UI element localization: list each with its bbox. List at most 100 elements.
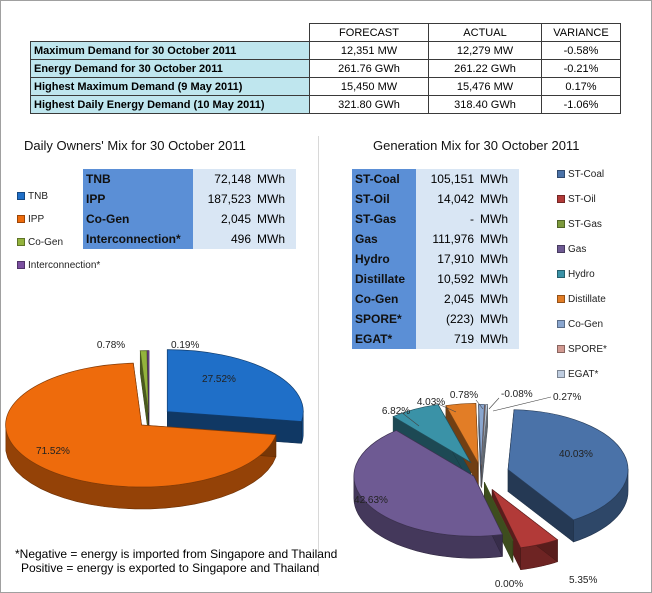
legend-item-ipp: IPP [17,214,44,225]
pie-slice-distillate [445,402,479,464]
generation-mix-row: ST-Gas - MWh [352,209,519,229]
panel-divider [318,136,319,576]
pie-data-label-st-coal: 40.03% [559,449,593,460]
pie-slice-egat [481,404,489,465]
generation-mix-value: 111,976 [416,229,477,249]
owners-mix-value: 72,148 [193,169,254,189]
summary-row-label: Highest Daily Energy Demand (10 May 2011… [30,95,310,114]
owners-mix-unit: MWh [254,189,296,209]
pie-data-label-gas: 42.63% [354,495,388,506]
generation-mix-name: ST-Oil [352,189,416,209]
legend-item-co-gen: Co-Gen [557,319,603,330]
summary-actual: 261.22 GWh [428,59,542,78]
summary-forecast: 321.80 GWh [309,95,429,114]
legend-label: Co-Gen [28,237,64,248]
legend-item-st-oil: ST-Oil [557,194,596,205]
owners-mix-value: 187,523 [193,189,254,209]
owners-mix-value: 2,045 [193,209,254,229]
pie-slice-gas [353,430,503,537]
legend-swatch [557,170,565,179]
legend-swatch [557,295,565,304]
pie-slice-st-oil [491,489,559,549]
generation-mix-row: Distillate 10,592 MWh [352,269,519,289]
summary-variance: -1.06% [541,95,621,114]
summary-row-label: Maximum Demand for 30 October 2011 [30,41,310,60]
legend-swatch [557,245,565,254]
owners-mix-name: Interconnection* [83,229,193,249]
generation-mix-value: 10,592 [416,269,477,289]
summary-row-label: Energy Demand for 30 October 2011 [30,59,310,78]
pie-tops [353,402,629,549]
pie-slice-interconnection [146,350,150,413]
legend-item-hydro: Hydro [557,269,595,280]
pie-tops [5,349,304,488]
pie-labels: 40.03% 5.35% 0.00% 42.63% 6.82% 4.03% 0.78% -0.… [354,389,597,589]
legend-label: EGAT* [568,369,599,380]
generation-mix-row: Hydro 17,910 MWh [352,249,519,269]
legend-label: Co-Gen [568,319,604,330]
pie-slice-ipp [5,362,277,488]
generation-mix-name: EGAT* [352,329,416,349]
pie-data-label-distillate: 4.03% [417,397,445,408]
pie-leader-line-hydro [400,411,420,427]
generation-mix-value: 17,910 [416,249,477,269]
legend-item-interconnection: Interconnection* [17,260,100,271]
pie-slice-tnb [166,349,304,422]
generation-pie-chart: 40.03% 5.35% 0.00% 42.63% 6.82% 4.03% 0.78% -0.… [353,389,629,589]
summary-variance: -0.58% [541,41,621,60]
legend-swatch [17,215,25,224]
owners-mix-row: TNB 72,148 MWh [83,169,296,189]
owners-pie-chart: 27.52% 71.52% 0.78% 0.19% [5,340,304,510]
legend-swatch [557,195,565,204]
legend-label: ST-Gas [568,219,602,230]
generation-mix-row: SPORE* (223) MWh [352,309,519,329]
summary-row-label: Highest Maximum Demand (9 May 2011) [30,77,310,96]
owners-mix-name: Co-Gen [83,209,193,229]
legend-item-gas: Gas [557,244,586,255]
summary-header-blank [30,23,310,42]
generation-mix-unit: MWh [477,269,519,289]
pie-slice-st-gas [484,482,514,541]
generation-mix-title: Generation Mix for 30 October 2011 [373,138,580,153]
footnote-line: Positive = energy is exported to Singapo… [21,561,320,575]
owners-mix-name: TNB [83,169,193,189]
pie-data-label-co-gen: 0.78% [97,340,125,351]
owners-mix-name: IPP [83,189,193,209]
legend-item-distillate: Distillate [557,294,606,305]
owners-mix-unit: MWh [254,229,296,249]
summary-header-row: FORECAST ACTUAL VARIANCE [30,23,621,42]
pie-slice-hydro [392,404,472,464]
generation-mix-row: ST-Coal 105,151 MWh [352,169,519,189]
legend-item-egat: EGAT* [557,369,598,380]
legend-item-spore: SPORE* [557,344,607,355]
pie-slice-co-gen [139,350,149,413]
legend-swatch [557,370,565,379]
summary-variance: -0.21% [541,59,621,78]
pie-slice-st-coal [507,409,629,521]
owners-mix-row: Co-Gen 2,045 MWh [83,209,296,229]
owners-legend: TNB IPP Co-Gen Interconnection* [17,191,137,281]
generation-mix-name: Distillate [352,269,416,289]
generation-mix-name: Co-Gen [352,289,416,309]
pie-slice-co-gen [478,404,485,465]
generation-legend: ST-Coal ST-Oil ST-Gas Gas Hydro Distillate Co-… [557,169,647,389]
generation-mix-name: ST-Coal [352,169,416,189]
generation-mix-unit: MWh [477,289,519,309]
legend-item-co-gen: Co-Gen [17,237,63,248]
generation-mix-name: ST-Gas [352,209,416,229]
summary-row: Highest Daily Energy Demand (10 May 2011… [30,95,621,114]
generation-mix-name: Hydro [352,249,416,269]
generation-mix-value: 2,045 [416,289,477,309]
pie-data-label-interconnection: 0.19% [171,340,199,351]
pie-leader-line-co-gen [475,399,484,410]
pie-data-label-st-gas: 0.00% [495,579,523,589]
generation-mix-unit: MWh [477,229,519,249]
legend-item-st-gas: ST-Gas [557,219,602,230]
generation-mix-unit: MWh [477,209,519,229]
legend-swatch [17,261,25,270]
generation-mix-unit: MWh [477,189,519,209]
summary-actual: 318.40 GWh [428,95,542,114]
legend-item-tnb: TNB [17,191,48,202]
legend-label: Gas [568,244,587,255]
generation-mix-value: 719 [416,329,477,349]
